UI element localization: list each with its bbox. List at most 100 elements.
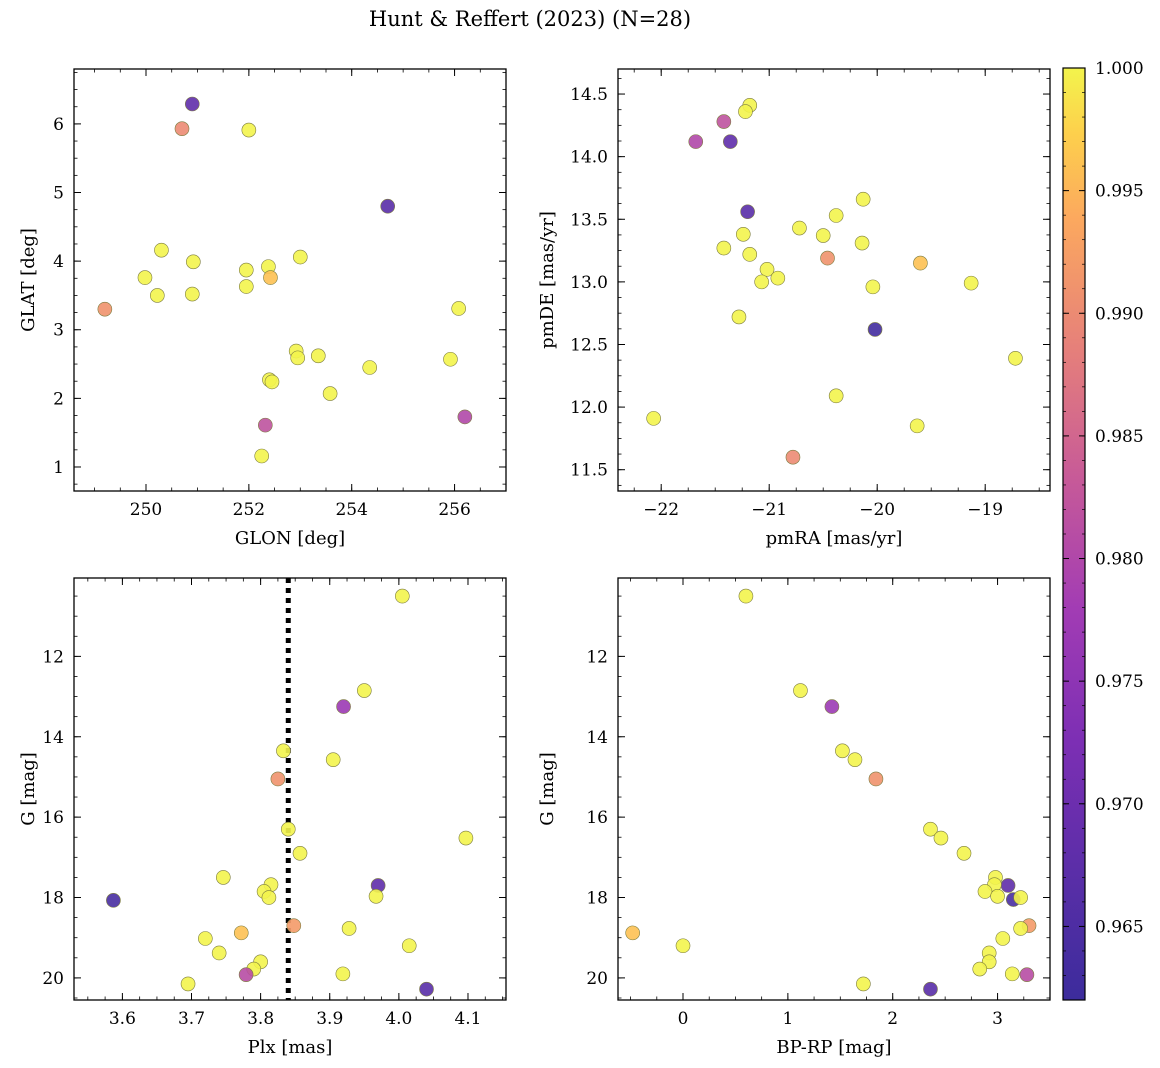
y-tick-label: 13.5 [570,210,608,230]
scatter-point [1019,967,1035,982]
scatter-point [184,96,200,112]
y-tick-label: 4 [53,252,64,272]
scatter-point [357,683,372,698]
plot-frame-glon-glat [73,68,507,492]
scatter-point [310,348,326,364]
scatter-point [995,931,1011,946]
scatter-point [828,208,844,223]
scatter-point [740,204,755,220]
x-axis-label: BP-RP [mag] [776,1037,891,1058]
scatter-point [457,409,473,425]
y-tick-label: 14 [42,728,64,748]
scatter-point [824,699,840,714]
scatter-point [325,752,341,767]
scatter-point [280,821,296,837]
x-axis-label: GLON [deg] [235,528,345,549]
y-tick-label: 14.5 [570,85,608,105]
y-tick-label: 13.0 [570,273,608,293]
scatter-point [990,889,1005,904]
scatter-point [956,846,972,861]
scatter-point [1013,890,1028,905]
scatter-point [909,418,925,434]
scatter-point [738,588,754,604]
x-axis-label: Plx [mas] [248,1037,333,1058]
x-tick-label: 3 [992,1009,1003,1029]
y-tick-label: 3 [53,321,64,341]
x-tick-label: 2 [887,1009,898,1029]
scatter-point [241,122,257,138]
scatter-point [97,301,113,317]
y-tick-label: 14.0 [570,148,608,168]
y-tick-label: 11.5 [570,461,608,481]
x-tick-label: −22 [643,500,679,520]
x-tick-label: 250 [130,500,162,520]
scatter-point [263,270,278,285]
scatter-point [276,743,291,759]
scatter-point [335,966,351,982]
scatter-point [723,134,738,149]
colorbar-tick-label: 0.975 [1095,672,1144,692]
scatter-point [835,743,850,759]
scatter-point [443,351,458,367]
scatter-point [855,191,871,207]
x-tick-label: 254 [335,500,367,520]
y-tick-label: 6 [53,115,64,135]
scatter-point [290,350,306,366]
scatter-point [419,981,434,997]
scatter-point [401,938,417,954]
y-tick-label: 18 [42,889,64,909]
x-tick-label: 256 [438,500,470,520]
scatter-point [186,254,201,270]
scatter-point [238,262,254,278]
scatter-point [174,121,190,136]
x-tick-label: 3.9 [316,1009,343,1029]
x-tick-label: 3.6 [109,1009,136,1029]
x-tick-label: 4.0 [385,1009,412,1029]
scatter-point [759,262,775,277]
y-tick-label: 20 [586,969,608,989]
scatter-point [688,134,704,149]
scatter-point [738,104,753,119]
scatter-point [856,976,871,992]
scatter-point [180,976,196,992]
scatter-point [292,249,308,265]
x-tick-label: −21 [751,500,787,520]
x-axis-label: pmRA [mas/yr] [766,528,903,549]
scatter-point [646,411,661,426]
panel-glon-glat: 250 252 254 256 1 2 3 4 5 6 GLON [deg] GLAT [deg] [18,68,507,549]
plot-frame-pmra-pmde [617,68,1051,492]
colorbar-tick-label: 0.980 [1095,550,1144,570]
scatter-point [754,274,769,290]
x-tick-label: 3.7 [178,1009,205,1029]
scatter-point [211,945,227,961]
colorbar-tick-label: 0.990 [1095,304,1144,324]
scatter-point [395,588,410,604]
scatter-point [735,226,751,242]
scatter-point [254,448,270,464]
y-tick-label: 12 [586,647,608,667]
y-axis-label: GLAT [deg] [18,228,39,332]
scatter-point [815,228,831,243]
colorbar-tick-label: 0.965 [1095,917,1144,937]
y-tick-label: 12 [42,647,64,667]
scatter-point [820,250,835,266]
scatter-point [1008,350,1023,366]
scatter-point [963,275,979,291]
y-tick-label: 16 [42,808,64,828]
panel-pmra-pmde: −22 −21 −20 −19 11.5 12.0 12.5 13.0 13.5 14.0 14.5… [537,68,1051,549]
scatter-point [742,247,758,262]
scatter-point [238,279,254,294]
colorbar-tick-label: 0.970 [1095,795,1144,815]
scatter-point [854,235,870,251]
scatter-point [106,893,121,908]
y-tick-label: 12.0 [570,398,608,418]
x-tick-label: 0 [678,1009,689,1029]
x-tick-label: −20 [859,500,895,520]
x-tick-label: 3.8 [247,1009,274,1029]
scatter-point [336,699,351,714]
scatter-point [322,386,338,401]
y-tick-label: 16 [586,808,608,828]
scatter-point [868,771,884,787]
